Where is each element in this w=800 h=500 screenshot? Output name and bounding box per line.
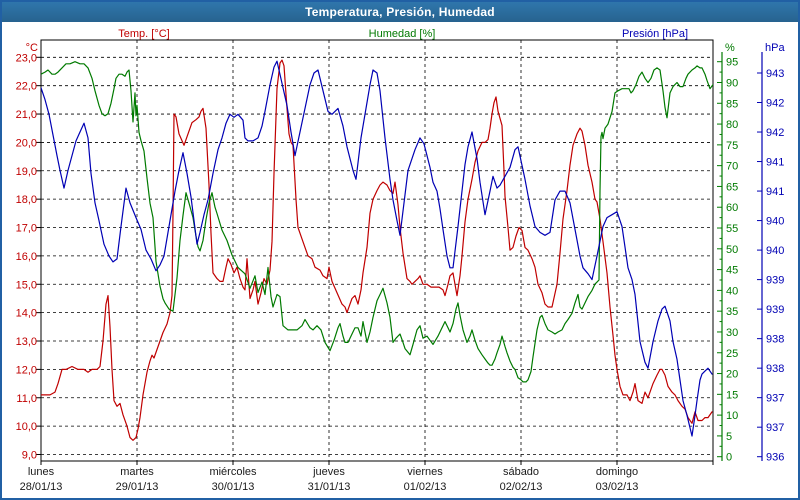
pressure-tick-label: 941 <box>766 157 784 169</box>
humidity-tick-label: 75 <box>726 140 738 152</box>
humidity-tick-label: 30 <box>726 327 738 339</box>
day-date-label: 02/02/13 <box>500 481 543 493</box>
humidity-tick-label: 45 <box>726 265 738 277</box>
legend-humidity-label: Humedad [%] <box>368 28 436 40</box>
humidity-tick-label: 90 <box>726 77 738 89</box>
temp-tick-label: 19,0 <box>16 166 37 178</box>
pressure-tick-label: 940 <box>766 245 784 257</box>
day-date-label: 28/01/13 <box>20 481 63 493</box>
window-titlebar: Temperatura, Presión, Humedad <box>2 2 798 22</box>
pressure-axis: 943 942 942 941 941 940 940 939 939 938 938 937 937 9… <box>757 52 784 464</box>
pressure-tick-label: 938 <box>766 363 784 375</box>
temp-tick-label: 18,0 <box>16 194 37 206</box>
humidity-tick-label: 70 <box>726 161 738 173</box>
data-series <box>41 59 713 441</box>
pressure-tick-label: 939 <box>766 275 784 287</box>
plot-gridlines <box>41 40 713 461</box>
legend-pressure-label: Presión [hPa] <box>621 28 689 40</box>
day-date-label: 31/01/13 <box>308 481 351 493</box>
humidity-tick-label: 15 <box>726 389 738 401</box>
day-name-label: lunes <box>28 466 55 478</box>
day-date-label: 30/01/13 <box>212 481 255 493</box>
temp-axis: 23,0 22,0 21,0 20,0 19,0 18,0 17,0 16,0 15,0 14,0… <box>16 52 41 462</box>
day-axis: lunes 28/01/13 martes 29/01/13 miércoles 30/0… <box>20 461 714 493</box>
day-name-label: viernes <box>407 466 443 478</box>
pressure-tick-label: 940 <box>766 216 784 228</box>
humidity-tick-label: 25 <box>726 348 738 360</box>
temp-tick-label: 12,0 <box>16 364 37 376</box>
humidity-tick-label: 5 <box>726 431 732 443</box>
day-date-label: 03/02/13 <box>596 481 639 493</box>
temp-tick-label: 21,0 <box>16 109 37 121</box>
day-name-label: sábado <box>503 466 539 478</box>
day-date-label: 29/01/13 <box>116 481 159 493</box>
temp-tick-label: 11,0 <box>16 393 37 405</box>
humidity-tick-label: 40 <box>726 285 738 297</box>
legend-temp-label: Temp. [°C] <box>118 28 170 40</box>
temp-tick-label: 22,0 <box>16 81 37 93</box>
temp-tick-label: 10,0 <box>16 421 37 433</box>
humidity-tick-label: 55 <box>726 223 738 235</box>
pressure-tick-label: 943 <box>766 68 784 80</box>
humidity-tick-label: 10 <box>726 410 738 422</box>
humidity-axis-unit: % <box>725 42 735 54</box>
window-title: Temperatura, Presión, Humedad <box>305 5 495 19</box>
humidity-tick-label: 95 <box>726 57 738 69</box>
temp-axis-unit: °C <box>25 42 38 54</box>
pressure-axis-unit: hPa <box>765 42 785 54</box>
series-line-temp <box>41 59 713 441</box>
pressure-tick-label: 936 <box>766 452 784 464</box>
humidity-tick-label: 85 <box>726 98 738 110</box>
temp-tick-label: 23,0 <box>16 52 37 64</box>
temp-tick-label: 9,0 <box>22 450 37 462</box>
pressure-tick-label: 942 <box>766 98 784 110</box>
pressure-tick-label: 939 <box>766 304 784 316</box>
day-name-label: jueves <box>312 466 345 478</box>
pressure-tick-label: 942 <box>766 127 784 139</box>
humidity-tick-label: 60 <box>726 202 738 214</box>
temp-tick-label: 20,0 <box>16 137 37 149</box>
humidity-tick-label: 80 <box>726 119 738 131</box>
humidity-tick-label: 20 <box>726 369 738 381</box>
series-line-pressure <box>41 60 713 437</box>
day-name-label: miércoles <box>209 466 257 478</box>
temp-tick-label: 15,0 <box>16 279 37 291</box>
temp-tick-label: 16,0 <box>16 251 37 263</box>
day-date-label: 01/02/13 <box>404 481 447 493</box>
plot-border <box>40 39 714 462</box>
humidity-tick-label: 50 <box>726 244 738 256</box>
temp-tick-label: 17,0 <box>16 223 37 235</box>
humidity-tick-label: 0 <box>726 452 732 464</box>
humidity-tick-label: 65 <box>726 181 738 193</box>
pressure-tick-label: 941 <box>766 186 784 198</box>
temp-tick-label: 13,0 <box>16 336 37 348</box>
pressure-tick-label: 937 <box>766 422 784 434</box>
temp-tick-label: 14,0 <box>16 308 37 320</box>
day-name-label: martes <box>120 466 154 478</box>
series-line-humidity <box>41 61 713 383</box>
humidity-tick-label: 35 <box>726 306 738 318</box>
pressure-tick-label: 937 <box>766 393 784 405</box>
day-name-label: domingo <box>596 466 638 478</box>
pressure-tick-label: 938 <box>766 334 784 346</box>
